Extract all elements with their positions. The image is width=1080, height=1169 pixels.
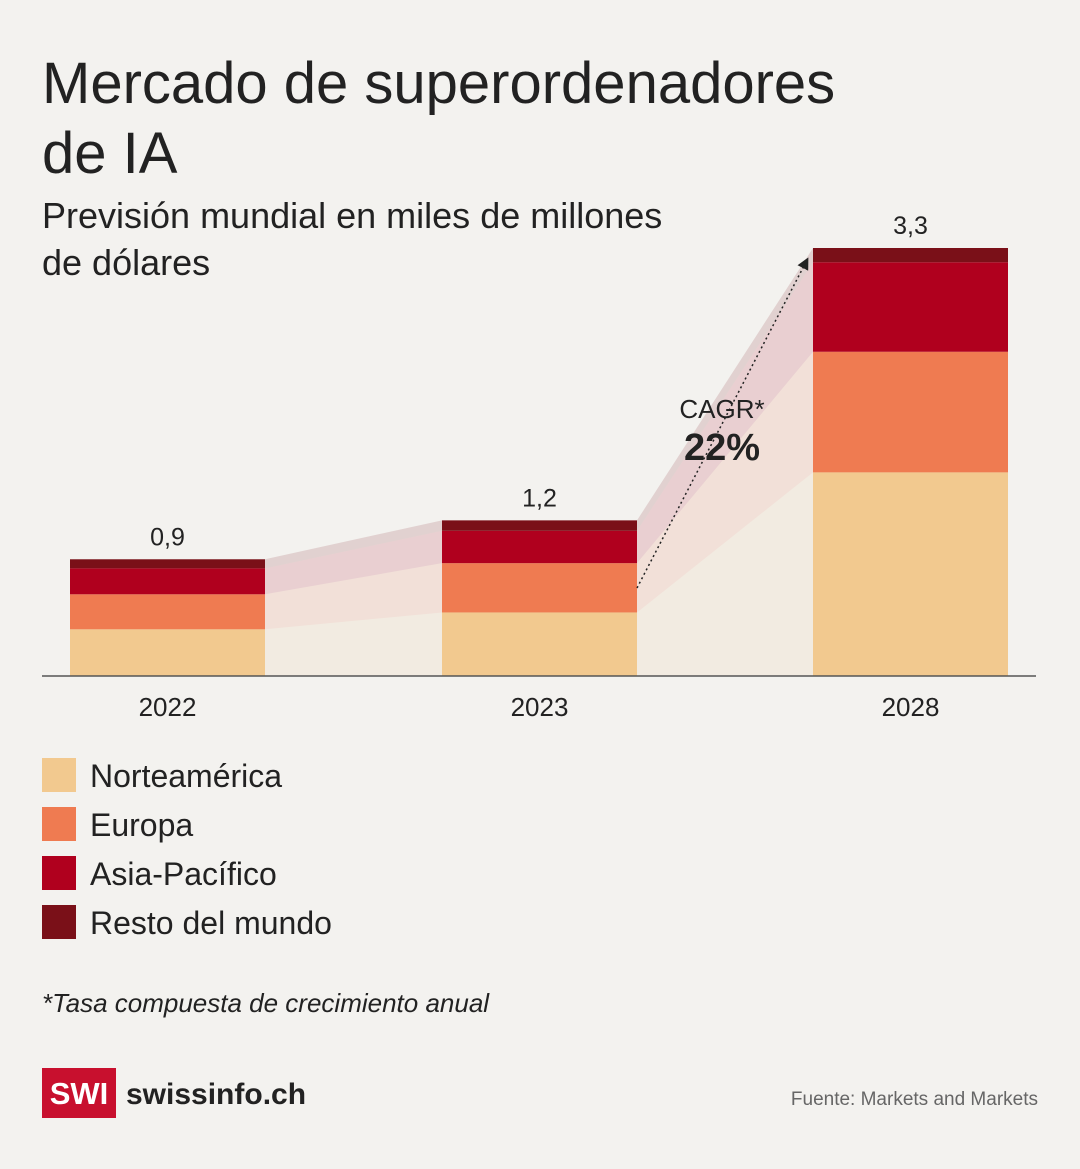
total-label: 3,3 [893, 212, 928, 240]
x-tick-label: 2023 [511, 692, 569, 722]
bar-segment [442, 612, 637, 676]
x-tick-label: 2022 [139, 692, 197, 722]
connector-band [637, 248, 813, 531]
footnote: *Tasa compuesta de crecimiento anual [42, 988, 490, 1018]
legend-label: Resto del mundo [90, 905, 332, 941]
bar-segment [813, 262, 1008, 352]
connector-band [265, 530, 442, 595]
chart-subtitle: Previsión mundial en miles de millones [42, 195, 662, 236]
legend-label: Asia-Pacífico [90, 856, 277, 892]
legend-swatch [42, 905, 76, 939]
connector-band [265, 612, 442, 676]
legend-swatch [42, 856, 76, 890]
logo-badge-bg [42, 1068, 116, 1118]
logo-name: swissinfo.ch [126, 1078, 306, 1111]
connector-band [265, 520, 442, 569]
chart-subtitle: de dólares [42, 242, 210, 283]
logo-badge: SWI [50, 1076, 109, 1111]
connector-band [265, 563, 442, 630]
legend-label: Norteamérica [90, 758, 282, 794]
source: Fuente: Markets and Markets [791, 1089, 1038, 1110]
bar-segment [813, 472, 1008, 676]
chart-title: Mercado de superordenadores [42, 51, 835, 116]
chart-title: de IA [42, 121, 178, 186]
annotation-value: 22% [684, 427, 760, 469]
bar-segment [70, 559, 265, 569]
bar-segment [442, 520, 637, 531]
growth-arrow [636, 257, 809, 589]
annotation-label: CAGR* [679, 394, 764, 424]
legend-swatch [42, 758, 76, 792]
bar-segment [70, 568, 265, 595]
bar-segment [442, 563, 637, 613]
x-tick-label: 2028 [882, 692, 940, 722]
connector-band [637, 262, 813, 564]
connector-band [637, 472, 813, 676]
bar-segment [813, 248, 1008, 263]
connector-band [637, 351, 813, 613]
total-label: 0,9 [150, 523, 185, 551]
bar-segment [442, 530, 637, 564]
bar-segment [813, 351, 1008, 473]
legend-label: Europa [90, 807, 193, 843]
bar-segment [70, 594, 265, 630]
total-label: 1,2 [522, 484, 557, 512]
legend-swatch [42, 807, 76, 841]
bar-segment [70, 629, 265, 676]
